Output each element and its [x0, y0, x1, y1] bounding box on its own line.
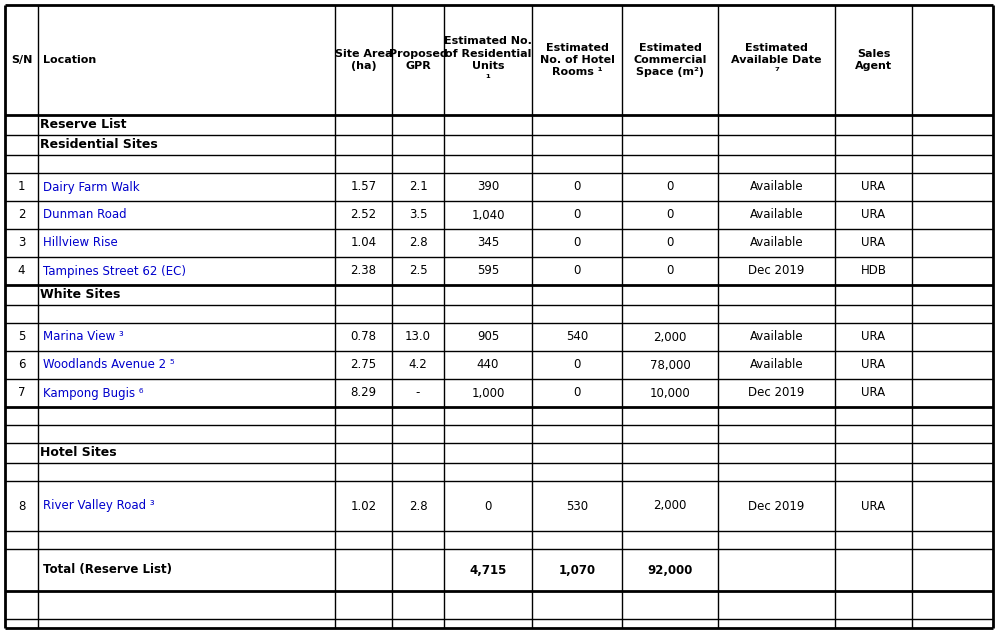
- Text: 10,000: 10,000: [650, 387, 690, 399]
- Text: Dunman Road: Dunman Road: [43, 208, 127, 222]
- Text: Reserve List: Reserve List: [40, 118, 126, 132]
- Text: 2.8: 2.8: [409, 499, 427, 513]
- Text: 2.75: 2.75: [350, 358, 377, 372]
- Text: Dec 2019: Dec 2019: [748, 387, 805, 399]
- Text: Total (Reserve List): Total (Reserve List): [43, 563, 172, 577]
- Text: URA: URA: [861, 499, 886, 513]
- Text: 0: 0: [573, 208, 581, 222]
- Text: 390: 390: [477, 180, 499, 194]
- Text: 1.02: 1.02: [350, 499, 377, 513]
- Text: Dec 2019: Dec 2019: [748, 499, 805, 513]
- Text: 3.5: 3.5: [409, 208, 427, 222]
- Text: Available: Available: [750, 208, 803, 222]
- Text: 1,000: 1,000: [471, 387, 505, 399]
- Text: 1: 1: [18, 180, 25, 194]
- Text: 905: 905: [477, 330, 499, 344]
- Text: 2: 2: [18, 208, 25, 222]
- Text: Sales
Agent: Sales Agent: [855, 49, 892, 71]
- Text: 8: 8: [18, 499, 25, 513]
- Text: Proposed
GPR: Proposed GPR: [389, 49, 447, 71]
- Text: Marina View ³: Marina View ³: [43, 330, 124, 344]
- Text: -: -: [416, 387, 420, 399]
- Text: Estimated
No. of Hotel
Rooms ¹: Estimated No. of Hotel Rooms ¹: [540, 42, 614, 77]
- Text: Woodlands Avenue 2 ⁵: Woodlands Avenue 2 ⁵: [43, 358, 175, 372]
- Text: 92,000: 92,000: [647, 563, 693, 577]
- Text: 540: 540: [566, 330, 588, 344]
- Text: 1.04: 1.04: [350, 237, 377, 249]
- Text: URA: URA: [861, 208, 886, 222]
- Text: 5: 5: [18, 330, 25, 344]
- Text: 2.5: 2.5: [409, 265, 427, 277]
- Text: 8.29: 8.29: [350, 387, 377, 399]
- Text: 2.38: 2.38: [351, 265, 376, 277]
- Text: Estimated No.
of Residential
Units
¹: Estimated No. of Residential Units ¹: [444, 37, 532, 84]
- Text: 1,040: 1,040: [471, 208, 505, 222]
- Text: Hillview Rise: Hillview Rise: [43, 237, 118, 249]
- Text: 4,715: 4,715: [469, 563, 507, 577]
- Text: URA: URA: [861, 237, 886, 249]
- Text: 0.78: 0.78: [351, 330, 376, 344]
- Text: URA: URA: [861, 330, 886, 344]
- Text: 4.2: 4.2: [409, 358, 427, 372]
- Text: 1,070: 1,070: [558, 563, 596, 577]
- Text: 7: 7: [18, 387, 25, 399]
- Text: Kampong Bugis ⁶: Kampong Bugis ⁶: [43, 387, 144, 399]
- Text: 2.8: 2.8: [409, 237, 427, 249]
- Text: 0: 0: [666, 265, 674, 277]
- Text: Tampines Street 62 (EC): Tampines Street 62 (EC): [43, 265, 186, 277]
- Text: 2,000: 2,000: [653, 330, 687, 344]
- Text: 440: 440: [477, 358, 499, 372]
- Text: 2.52: 2.52: [350, 208, 377, 222]
- Text: 0: 0: [573, 237, 581, 249]
- Text: URA: URA: [861, 180, 886, 194]
- Text: 3: 3: [18, 237, 25, 249]
- Text: 2,000: 2,000: [653, 499, 687, 513]
- Text: 78,000: 78,000: [650, 358, 690, 372]
- Text: 0: 0: [484, 499, 492, 513]
- Text: 2.1: 2.1: [409, 180, 427, 194]
- Text: Available: Available: [750, 330, 803, 344]
- Text: 0: 0: [573, 387, 581, 399]
- Text: Location: Location: [43, 55, 96, 65]
- Text: 530: 530: [566, 499, 588, 513]
- Text: 0: 0: [573, 180, 581, 194]
- Text: Available: Available: [750, 180, 803, 194]
- Text: 0: 0: [573, 358, 581, 372]
- Text: White Sites: White Sites: [40, 289, 120, 301]
- Text: 4: 4: [18, 265, 25, 277]
- Text: URA: URA: [861, 358, 886, 372]
- Text: Estimated
Commercial
Space (m²): Estimated Commercial Space (m²): [633, 42, 707, 77]
- Text: 0: 0: [666, 237, 674, 249]
- Text: 13.0: 13.0: [405, 330, 431, 344]
- Text: Dec 2019: Dec 2019: [748, 265, 805, 277]
- Text: 1.57: 1.57: [350, 180, 377, 194]
- Text: Available: Available: [750, 237, 803, 249]
- Text: 6: 6: [18, 358, 25, 372]
- Text: Site Area
(ha): Site Area (ha): [335, 49, 392, 71]
- Text: 0: 0: [573, 265, 581, 277]
- Text: Residential Sites: Residential Sites: [40, 139, 158, 151]
- Text: 0: 0: [666, 208, 674, 222]
- Text: Available: Available: [750, 358, 803, 372]
- Text: HDB: HDB: [860, 265, 887, 277]
- Text: 0: 0: [666, 180, 674, 194]
- Text: 345: 345: [477, 237, 499, 249]
- Text: URA: URA: [861, 387, 886, 399]
- Text: S/N: S/N: [11, 55, 32, 65]
- Text: River Valley Road ³: River Valley Road ³: [43, 499, 155, 513]
- Text: Hotel Sites: Hotel Sites: [40, 446, 117, 460]
- Text: 595: 595: [477, 265, 499, 277]
- Text: Estimated
Available Date
⁷: Estimated Available Date ⁷: [731, 42, 822, 77]
- Text: Dairy Farm Walk: Dairy Farm Walk: [43, 180, 140, 194]
